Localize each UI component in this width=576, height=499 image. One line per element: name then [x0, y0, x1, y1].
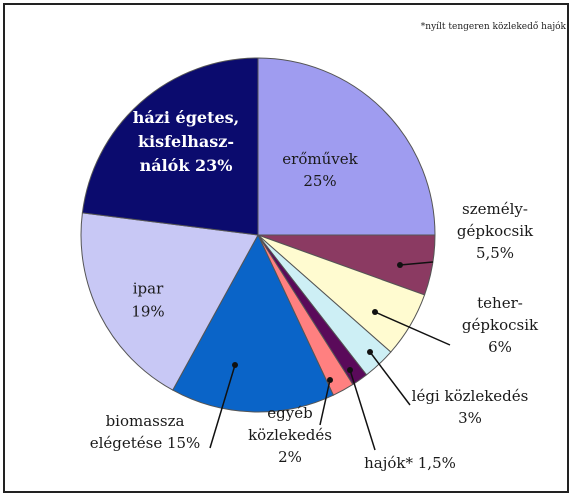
leader-line: [374, 311, 451, 346]
slice-label: teher-gépkocsik 6%: [462, 294, 539, 356]
leader-dot: [397, 262, 403, 268]
footnote: *nyílt tengeren közlekedő hajók: [420, 22, 566, 32]
slice-label: légi közlekedés 3%: [412, 387, 529, 427]
slice-label: hajók* 1,5%: [364, 454, 456, 472]
leader-line: [349, 369, 376, 451]
leader-line: [399, 261, 434, 266]
pie-slice: [81, 57, 259, 236]
pie-slice: [257, 57, 436, 236]
pie-slice: [80, 212, 259, 391]
leader-dot: [327, 377, 333, 383]
slice-label: ipar 19%: [131, 280, 164, 321]
leader-dot: [347, 367, 353, 373]
leader-line: [209, 364, 236, 449]
slice-label: házi égetes, kisfelhasz-nálók 23%: [133, 108, 239, 175]
pie-slice: [172, 233, 335, 413]
leader-line: [319, 379, 331, 426]
leader-dot: [372, 309, 378, 315]
leader-line: [369, 351, 411, 406]
slice-label: erőművek 25%: [282, 150, 358, 190]
slice-label: biomassza elégetése 15%: [90, 412, 201, 452]
leader-dot: [232, 362, 238, 368]
leader-dot: [367, 349, 373, 355]
slice-label: személy-gépkocsik 5,5%: [457, 200, 534, 262]
slice-label: egyéb közlekedés 2%: [248, 404, 332, 466]
